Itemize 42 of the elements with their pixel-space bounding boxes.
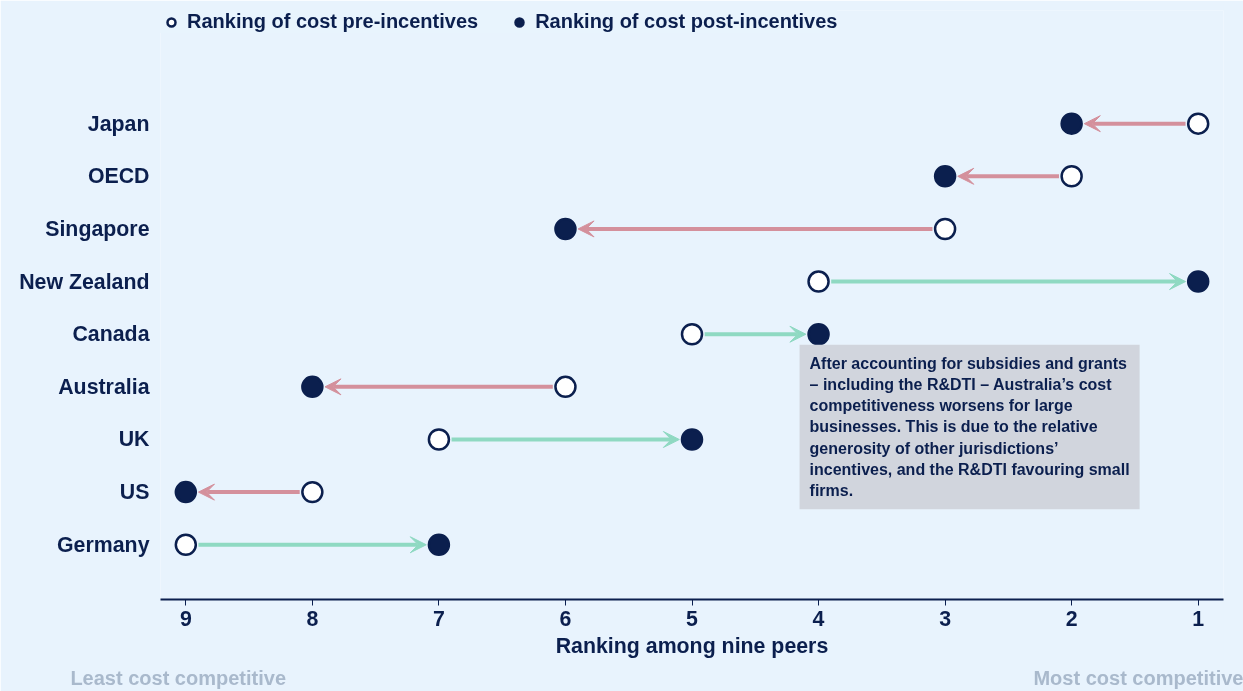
point [680, 428, 704, 451]
y-tick-label: Canada [72, 322, 150, 347]
y-tick-label: New Zealand [19, 269, 150, 294]
point [680, 322, 704, 346]
x-axis-title: Ranking among nine peers [555, 633, 829, 658]
x-tick-label: 1 [1192, 606, 1205, 631]
point [1060, 112, 1083, 135]
point [427, 533, 451, 556]
point [301, 375, 324, 399]
legend-label: Ranking of cost pre-incentives [187, 10, 479, 33]
x-tick-label: 9 [179, 606, 192, 631]
point [1186, 112, 1210, 135]
x-tick-label: 4 [812, 606, 825, 631]
point [427, 428, 451, 451]
text: Least cost competitive [70, 666, 287, 689]
y-tick-label: Singapore [45, 216, 150, 241]
y-tick-label: Australia [58, 374, 150, 399]
point [554, 375, 577, 399]
point [807, 322, 830, 346]
point [174, 480, 198, 504]
y-tick-label: US [119, 480, 150, 505]
y-tick-label: OECD [87, 164, 150, 189]
y-tick-label: Germany [57, 532, 150, 557]
text: Most cost competitive [1033, 666, 1243, 689]
x-tick-label: 3 [939, 606, 952, 631]
x-tick-label: 6 [559, 606, 572, 631]
point [933, 165, 957, 188]
point [807, 270, 830, 293]
point [174, 533, 198, 556]
x-tick-label: 8 [306, 606, 319, 631]
point [301, 480, 324, 504]
legend-label: Ranking of cost post-incentives [535, 10, 838, 33]
point [933, 217, 957, 241]
x-tick-label: 5 [686, 606, 699, 631]
annotation: After accounting for subsidies and grants – including the R&DTI – Australia’s cost competitiveness worsens for large businesses. This is due to the relative generosity of other jurisdictions’ incentives, and the R&DTI favouring small firms. [809, 354, 1130, 500]
y-tick-label: Japan [87, 111, 150, 136]
point [1186, 270, 1210, 293]
point [554, 217, 577, 241]
point [1060, 165, 1083, 188]
y-tick-label: UK [118, 427, 151, 452]
x-tick-label: 2 [1065, 606, 1078, 631]
x-tick-label: 7 [432, 606, 445, 631]
